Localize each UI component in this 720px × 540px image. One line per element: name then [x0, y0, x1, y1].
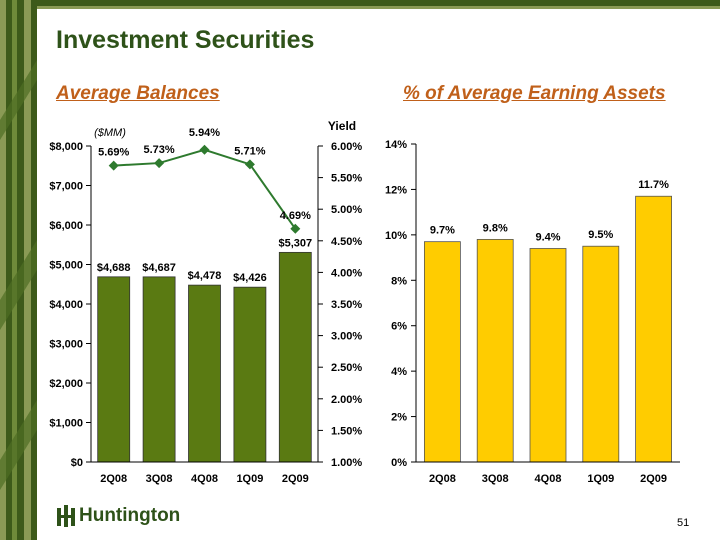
y-tick-label: $7,000 [49, 181, 83, 193]
bar-1Q09 [233, 286, 267, 463]
y-tick-label: $8,000 [49, 141, 83, 153]
bar-2Q09 [635, 195, 672, 463]
y-tick-label: $6,000 [49, 220, 83, 232]
x-tick-label: 1Q09 [236, 473, 263, 485]
y-tick-label: $1,000 [49, 418, 83, 430]
y-tick-label: 2% [391, 412, 407, 424]
yield-marker-2Q08 [108, 160, 119, 171]
x-tick-label: 4Q08 [535, 473, 562, 485]
page-title: Investment Securities [56, 26, 315, 54]
y2-tick-label: 2.00% [331, 394, 362, 406]
y2-tick-label: 1.50% [331, 425, 362, 437]
bar-value-label: $4,688 [97, 262, 131, 274]
x-tick-label: 2Q09 [640, 473, 667, 485]
bar-3Q08 [142, 276, 176, 463]
bar-value-label: 9.7% [430, 225, 455, 237]
y-tick-label: $5,000 [49, 260, 83, 272]
yield-marker-3Q08 [154, 158, 165, 169]
yield-marker-4Q08 [199, 144, 210, 155]
bar-value-label: 9.8% [483, 222, 508, 234]
y2-tick-label: 2.50% [331, 362, 362, 374]
y-tick-label: $4,000 [49, 299, 83, 311]
yield-label: 5.69% [98, 147, 129, 159]
y-axis-title: ($MM) [94, 127, 126, 139]
bar-value-label: 9.5% [588, 229, 613, 241]
y2-tick-label: 3.00% [331, 331, 362, 343]
yield-marker-1Q09 [244, 159, 255, 170]
y2-tick-label: 4.50% [331, 236, 362, 248]
yield-label: 5.94% [189, 127, 220, 139]
x-tick-label: 2Q08 [429, 473, 456, 485]
x-tick-label: 2Q09 [282, 473, 309, 485]
x-tick-label: 3Q08 [482, 473, 509, 485]
y-tick-label: 8% [391, 275, 407, 287]
y-tick-label: 0% [391, 457, 407, 469]
x-tick-label: 1Q09 [587, 473, 614, 485]
yield-label: 5.71% [234, 145, 265, 157]
bar-value-label: $4,478 [188, 270, 222, 282]
logo-wordmark: Huntington [79, 505, 181, 526]
y2-axis-title: Yield [328, 119, 356, 133]
decorative-side-band [0, 0, 37, 540]
huntington-logo: Huntington [56, 504, 216, 530]
y2-tick-label: 3.50% [331, 299, 362, 311]
bar-2Q09 [278, 251, 312, 463]
yield-marker-2Q09 [290, 223, 301, 234]
subtitle-average-balances: Average Balances [56, 83, 220, 104]
yield-label: 5.73% [143, 144, 174, 156]
bar-2Q08 [97, 276, 131, 463]
subtitle-percent-earning-assets: % of Average Earning Assets [403, 83, 666, 104]
huntington-logo-icon [57, 505, 75, 527]
x-tick-label: 2Q08 [100, 473, 127, 485]
y2-tick-label: 1.00% [331, 457, 362, 469]
bar-value-label: $5,307 [278, 237, 312, 249]
bar-4Q08 [529, 248, 567, 463]
bar-3Q08 [476, 238, 514, 463]
yield-label: 4.69% [280, 210, 311, 222]
bar-value-label: $4,687 [142, 262, 176, 274]
bar-value-label: 9.4% [535, 231, 560, 243]
bar-1Q09 [582, 245, 620, 463]
decorative-top-bar [37, 0, 720, 9]
y2-tick-label: 4.00% [331, 267, 362, 279]
bar-value-label: 11.7% [638, 179, 669, 191]
y-tick-label: $3,000 [49, 339, 83, 351]
y-tick-label: $0 [71, 457, 83, 469]
y-tick-label: 12% [385, 184, 407, 196]
y-tick-label: 14% [385, 139, 407, 151]
y2-tick-label: 5.00% [331, 204, 362, 216]
bar-2Q08 [423, 241, 461, 463]
x-tick-label: 3Q08 [146, 473, 173, 485]
x-tick-label: 4Q08 [191, 473, 218, 485]
y-tick-label: 10% [385, 230, 407, 242]
y-tick-label: $2,000 [49, 378, 83, 390]
y-tick-label: 6% [391, 321, 407, 333]
page-number: 51 [677, 517, 690, 529]
y2-tick-label: 5.50% [331, 173, 362, 185]
bar-value-label: $4,426 [233, 272, 267, 284]
y2-tick-label: 6.00% [331, 141, 362, 153]
y-tick-label: 4% [391, 366, 407, 378]
